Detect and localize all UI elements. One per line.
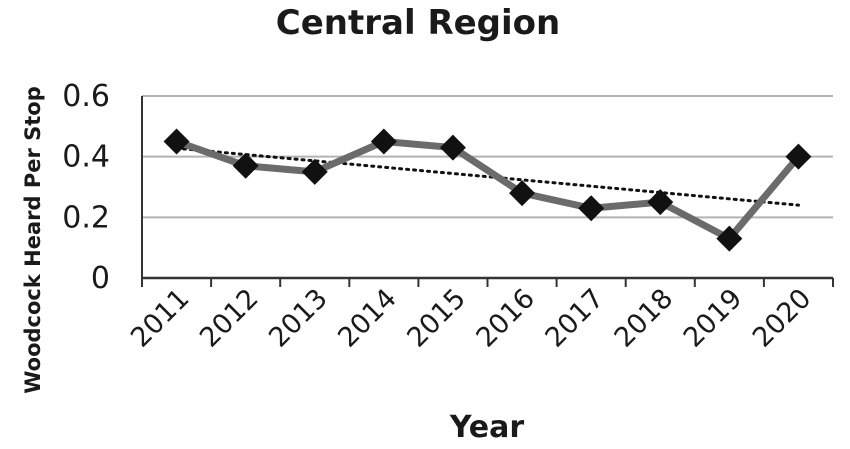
x-tick-label: 2014 [332, 283, 403, 354]
y-tick-label: 0 [91, 261, 110, 296]
gridlines [142, 95, 833, 219]
x-tick-label: 2018 [609, 283, 680, 354]
data-point [509, 180, 536, 207]
y-tick-labels: 0 0.2 0.4 0.6 [62, 79, 110, 296]
series-line [175, 138, 802, 243]
data-point [578, 195, 605, 222]
x-tick-label: 2017 [540, 283, 611, 354]
x-axis-label: Year [449, 410, 525, 445]
data-point [232, 152, 259, 179]
data-point [439, 134, 466, 161]
x-axis [141, 96, 834, 287]
data-point [370, 128, 397, 155]
data-point [716, 225, 743, 252]
x-tick-label: 2012 [194, 283, 265, 354]
y-tick-label: 0.4 [62, 140, 110, 175]
plot-area [163, 128, 812, 252]
chart-title: Central Region [276, 3, 560, 43]
x-tick-label: 2020 [747, 283, 818, 354]
x-tick-label: 2013 [263, 283, 334, 354]
data-point [647, 189, 674, 216]
x-tick-label: 2016 [470, 283, 541, 354]
x-tick-label: 2019 [678, 283, 749, 354]
y-tick-label: 0.2 [62, 200, 110, 235]
x-tick-label: 2011 [125, 283, 196, 354]
trendline [175, 146, 800, 207]
data-point [301, 158, 328, 185]
data-point [785, 143, 812, 170]
y-tick-label: 0.6 [62, 79, 110, 114]
data-point [163, 128, 190, 155]
y-axis-label: Woodcock Heard Per Stop [21, 86, 45, 394]
x-tick-label: 2015 [401, 283, 472, 354]
